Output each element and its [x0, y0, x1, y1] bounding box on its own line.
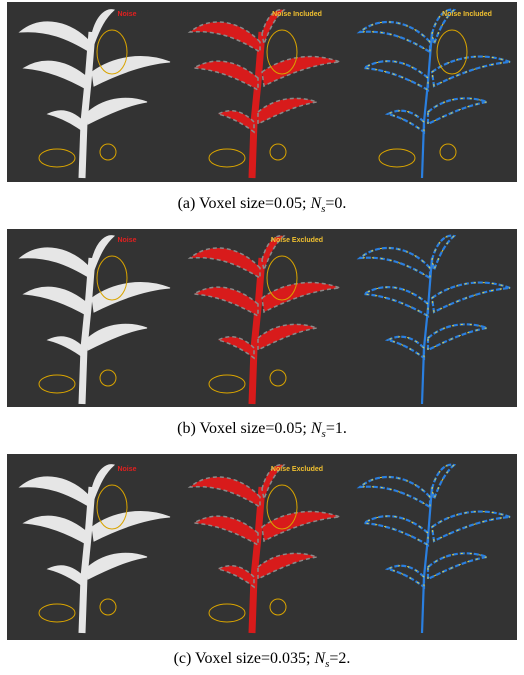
- view-label: Noise Included: [272, 11, 322, 18]
- caption-text: (a) Voxel size=0.05;: [178, 195, 311, 212]
- caption-symbol: N: [314, 650, 325, 667]
- panel-image: Noise Noise Excluded: [7, 229, 517, 407]
- caption-text: (b) Voxel size=0.05;: [177, 420, 311, 437]
- view-label: Noise: [117, 466, 136, 473]
- caption: (a) Voxel size=0.05; Ns=0.: [0, 195, 524, 215]
- panel-image: Noise Noise Included Noise Included: [7, 2, 517, 182]
- caption-text: (c) Voxel size=0.035;: [174, 650, 315, 667]
- caption: (b) Voxel size=0.05; Ns=1.: [0, 420, 524, 440]
- caption-symbol: N: [310, 195, 321, 212]
- caption-suffix: =2.: [329, 650, 350, 667]
- caption-suffix: =1.: [326, 420, 347, 437]
- view-label: Noise: [117, 237, 136, 244]
- page: Noise Noise Included Noise Included (a) Vox…: [0, 0, 524, 675]
- caption: (c) Voxel size=0.035; Ns=2.: [0, 650, 524, 670]
- view-label: Noise Included: [442, 11, 492, 18]
- view-label: Noise: [117, 11, 136, 18]
- view-label: Noise Excluded: [271, 237, 323, 244]
- caption-suffix: =0.: [325, 195, 346, 212]
- panel-image: Noise Noise Excluded: [7, 454, 517, 640]
- caption-symbol: N: [311, 420, 322, 437]
- view-label: Noise Excluded: [271, 466, 323, 473]
